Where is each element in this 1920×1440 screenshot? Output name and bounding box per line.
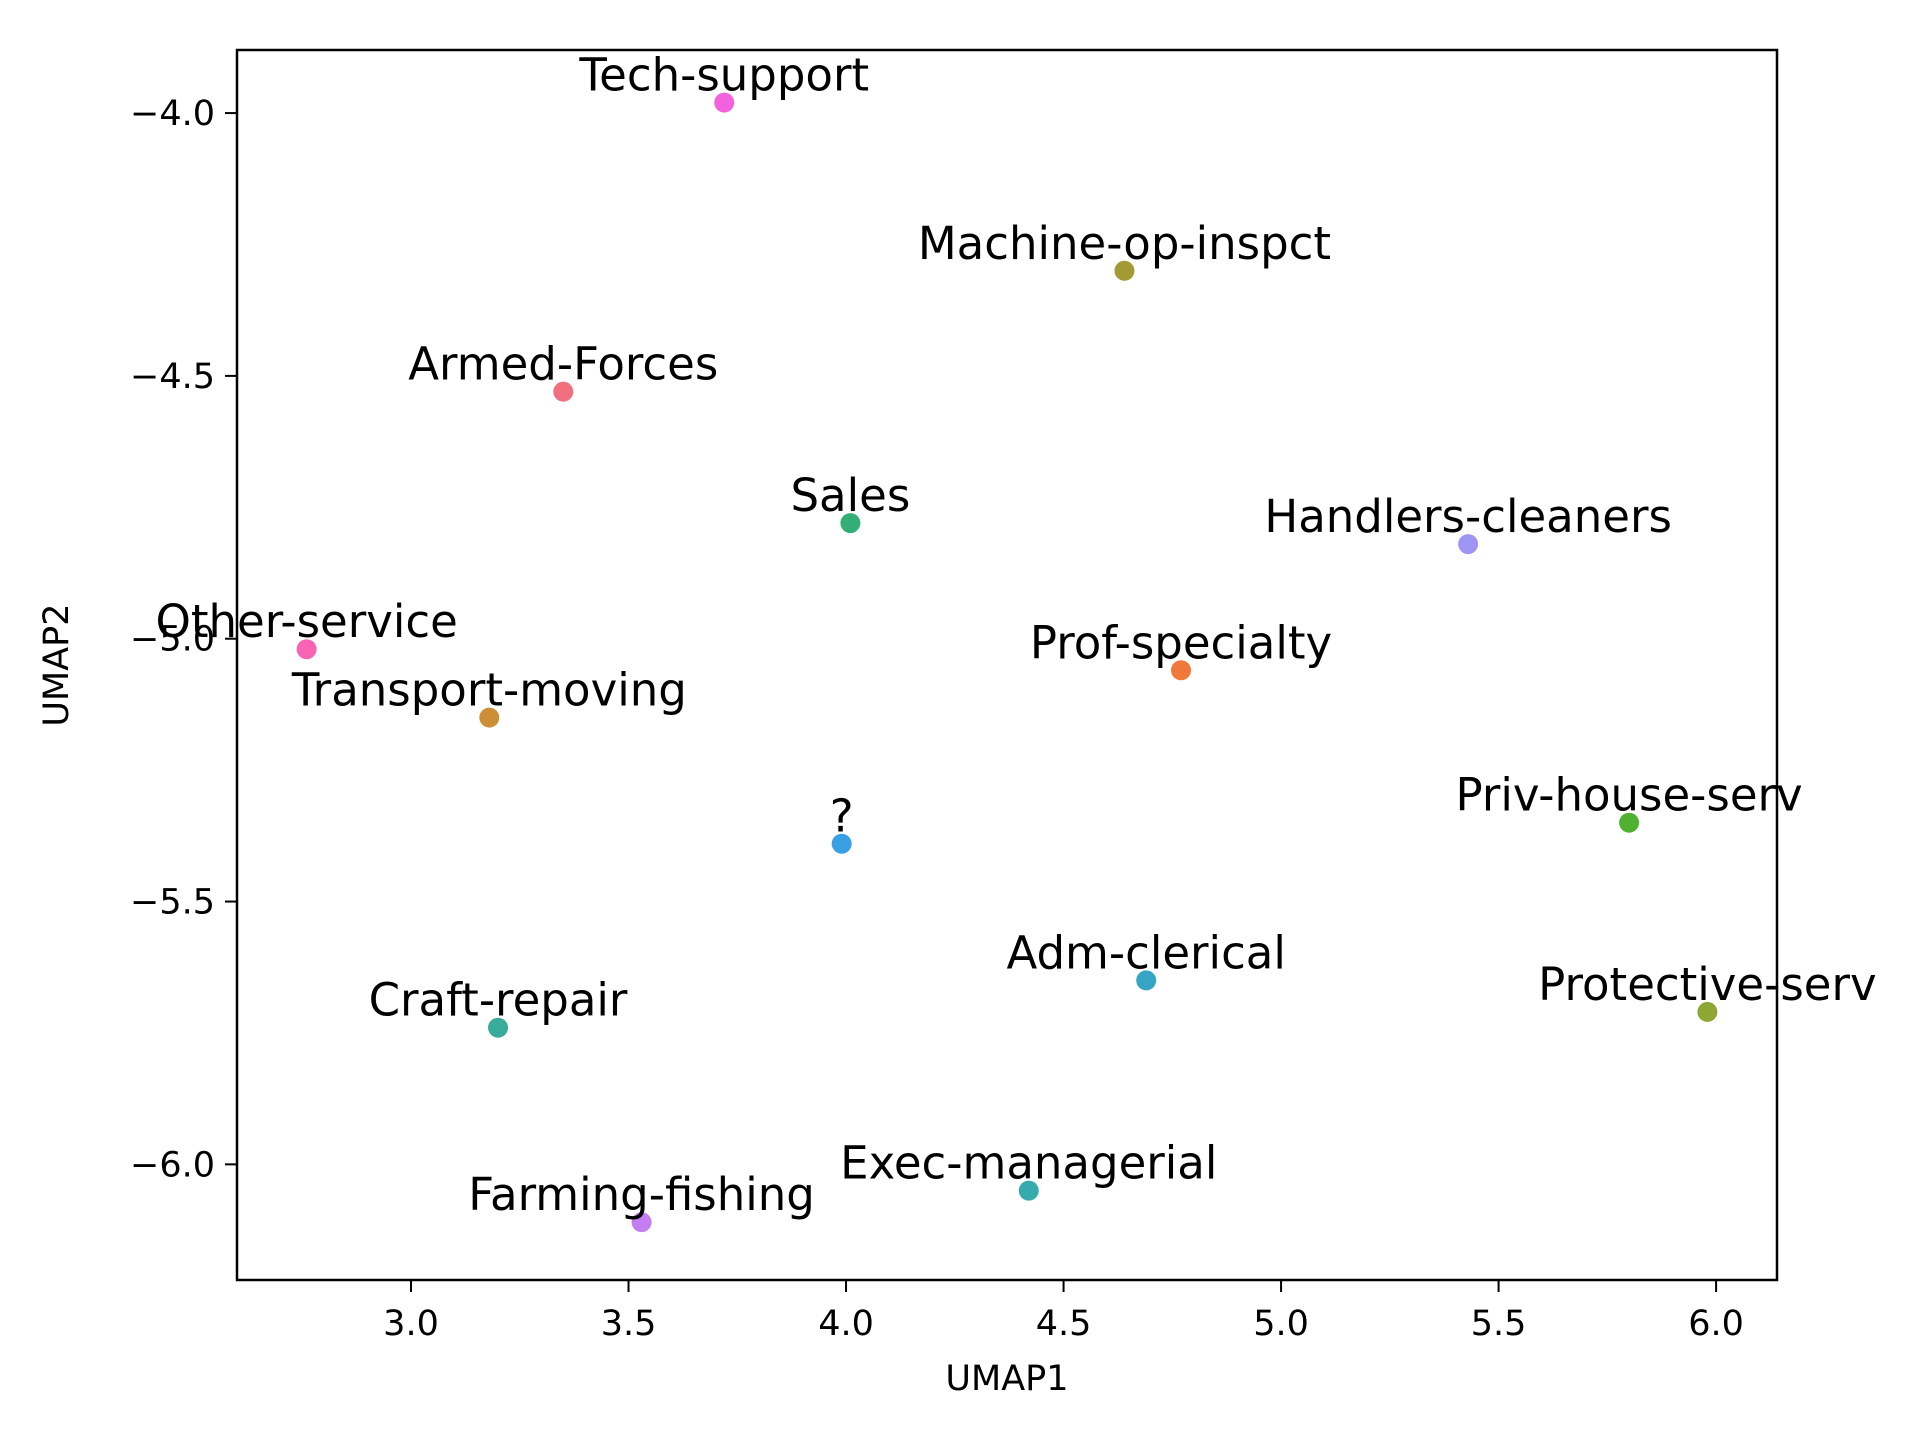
data-point xyxy=(1458,534,1479,555)
y-axis-label: UMAP2 xyxy=(37,603,77,726)
data-point xyxy=(1114,260,1135,281)
data-points xyxy=(296,92,1718,1233)
x-axis-label: UMAP1 xyxy=(945,1359,1068,1399)
y-tick-label: −6.0 xyxy=(130,1145,215,1185)
data-point-label: Prof-specialty xyxy=(1030,616,1332,669)
data-point xyxy=(1171,660,1192,681)
plot-frame xyxy=(235,48,1779,1282)
data-point-label: Protective-serv xyxy=(1538,958,1876,1011)
data-point xyxy=(296,639,317,660)
data-point xyxy=(1619,812,1640,833)
data-point xyxy=(1697,1001,1718,1022)
data-point xyxy=(1018,1180,1039,1201)
data-point-label: Machine-op-inspct xyxy=(918,217,1331,270)
data-point xyxy=(714,92,735,113)
data-point xyxy=(488,1017,509,1038)
data-point-label: Transport-moving xyxy=(291,664,687,717)
data-point xyxy=(831,833,852,854)
data-point xyxy=(840,513,861,534)
x-tick-label: 4.5 xyxy=(1036,1304,1092,1344)
y-tick-label: −4.5 xyxy=(130,357,215,397)
data-point xyxy=(1136,970,1157,991)
x-tick-label: 4.0 xyxy=(818,1304,874,1344)
x-tick-label: 5.0 xyxy=(1253,1304,1309,1344)
data-point-label: Priv-house-serv xyxy=(1455,769,1802,822)
data-point xyxy=(553,381,574,402)
data-point-label: Handlers-cleaners xyxy=(1264,490,1672,543)
data-point-label: ? xyxy=(830,790,854,843)
data-point-label: Sales xyxy=(790,469,910,522)
data-point-label: Craft-repair xyxy=(369,974,628,1027)
x-tick-label: 3.0 xyxy=(383,1304,439,1344)
data-point-labels: Tech-support Machine-op-inspct Armed-Force… xyxy=(155,49,1876,1222)
x-tick-label: 6.0 xyxy=(1688,1304,1744,1344)
data-point xyxy=(479,707,500,728)
y-tick-label: −5.5 xyxy=(130,883,215,923)
y-tick-label: −4.0 xyxy=(130,94,215,134)
data-point-label: Tech-support xyxy=(578,49,869,102)
x-tick-label: 5.5 xyxy=(1471,1304,1527,1344)
data-point-label: Exec-managerial xyxy=(840,1137,1217,1190)
y-axis-ticks: −4.0 −4.5 −5.0 −5.5 −6.0 xyxy=(130,94,237,1185)
x-axis-ticks: 3.0 3.5 4.0 4.5 5.0 5.5 6.0 xyxy=(383,1280,1744,1344)
data-point-label: Farming-fishing xyxy=(468,1168,815,1221)
x-tick-label: 3.5 xyxy=(601,1304,657,1344)
data-point-label: Armed-Forces xyxy=(408,338,718,391)
data-point-label: Other-service xyxy=(155,595,457,648)
y-tick-label: −5.0 xyxy=(130,620,215,660)
data-point-label: Adm-clerical xyxy=(1007,926,1286,979)
data-point xyxy=(631,1212,652,1233)
